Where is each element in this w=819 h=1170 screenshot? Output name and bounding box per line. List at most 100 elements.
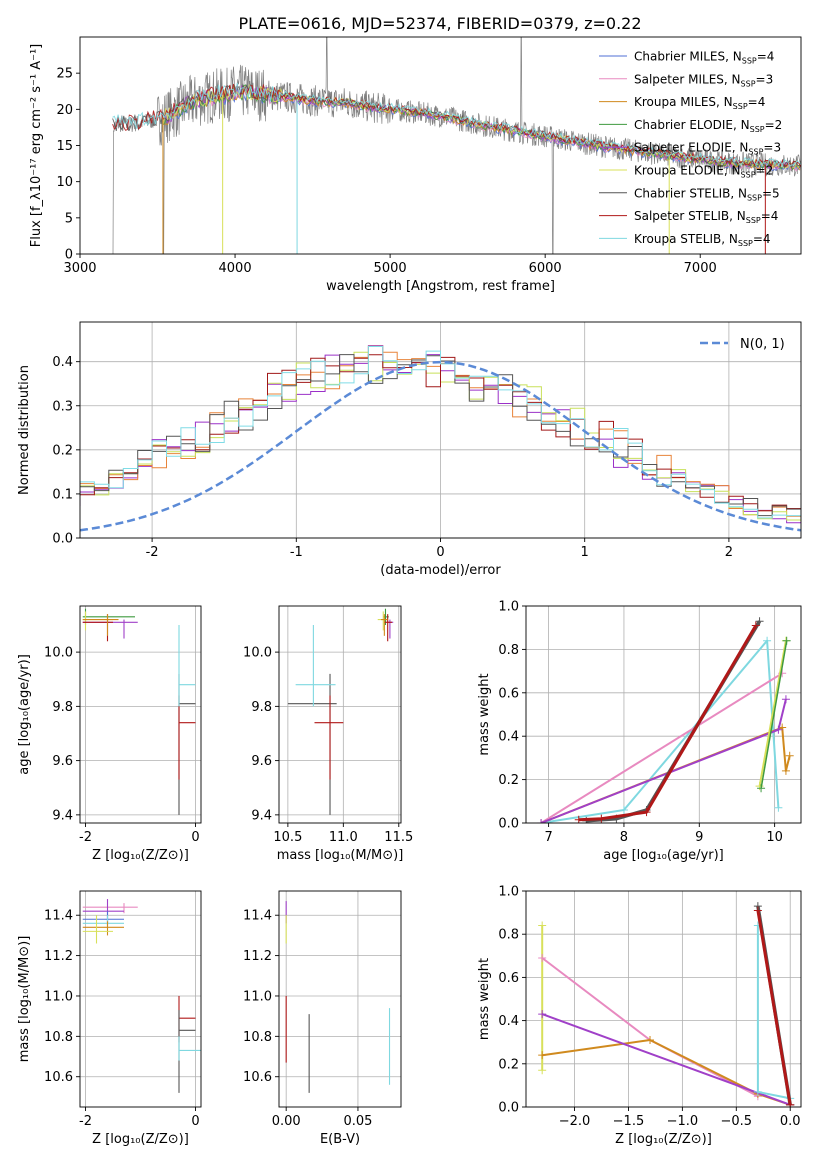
y-tick-label: 0.4 [498, 1014, 519, 1029]
x-tick-label: 8 [620, 830, 628, 845]
residual-histogram-step [80, 354, 801, 519]
mass-weight-marker [774, 725, 783, 734]
x-tick-label: -2 [79, 830, 92, 845]
y-tick-label: 10.0 [243, 646, 272, 661]
y-tick-label: 1.0 [498, 600, 519, 615]
mass-weight-line [578, 624, 758, 822]
x-tick-label: -1 [290, 545, 303, 560]
y-tick-label: 0.3 [52, 399, 73, 414]
y-tick-label: 0.6 [498, 686, 519, 701]
x-axis-label: wavelength [Angstrom, rest frame] [326, 279, 555, 294]
y-tick-label: 25 [56, 67, 73, 82]
mass-weight-marker [537, 819, 546, 823]
axes-frame [278, 890, 402, 1108]
axes-frame [525, 890, 802, 1108]
x-tick-label: 7000 [684, 261, 717, 276]
x-tick-label: 11.0 [329, 830, 358, 845]
y-tick-label: 11.0 [44, 989, 73, 1004]
legend-entry: Kroupa ELODIE, NSSP=2 [634, 164, 773, 180]
x-tick-label: -2 [146, 545, 159, 560]
y-tick-label: 11.4 [44, 909, 73, 924]
mass-vs-metallicity-panel: -2 0 10.6 10.8 11.0 11.2 11.4 Z [log₁₀(Z/Z⊙)] ma… [17, 890, 202, 1147]
y-tick-label: 11.4 [243, 909, 272, 924]
mass-weight-marker [785, 751, 794, 760]
spectrum-panel: 3000 4000 5000 6000 7000 0 5 10 15 20 25 wavelength… [29, 36, 802, 294]
y-axis-label: Flux [f_λ10⁻¹⁷ erg cm⁻² s⁻¹ A⁻¹] [29, 44, 44, 248]
x-axis-label: age [log₁₀(age/yr)] [603, 848, 724, 863]
x-tick-label: 4000 [219, 261, 252, 276]
mass-weight-marker [646, 1036, 655, 1045]
mass-weight-marker [774, 803, 783, 812]
y-tick-label: 10 [56, 175, 73, 190]
y-tick-label: 0.2 [498, 773, 519, 788]
model-spectrum-line [163, 85, 801, 172]
figure-title: PLATE=0616, MJD=52374, FIBERID=0379, z=0… [238, 14, 641, 33]
x-tick-label: 10.5 [273, 830, 302, 845]
model-spectrum-line [112, 82, 801, 168]
residual-histogram-step [80, 345, 801, 523]
weight-vs-metallicity-panel: −2.0 −1.5 −1.0 −0.5 0.0 0.0 0.2 0.4 0.6 0.8 1.0 Z [… [477, 885, 802, 1147]
x-tick-label: 0 [191, 1114, 199, 1129]
mass-weight-line [540, 639, 780, 823]
plot-area [537, 617, 794, 823]
mass-vs-ebv-panel: 0.00 0.05 10.6 10.8 11.0 11.2 11.4 E(B-V) [243, 890, 402, 1147]
mass-weight-marker [619, 805, 628, 814]
mass-weight-marker [538, 921, 547, 930]
plot-area [287, 608, 394, 815]
mass-weight-marker [755, 617, 764, 626]
x-tick-label: 2 [725, 545, 733, 560]
x-tick-label: 0.00 [272, 1114, 301, 1129]
axes: 0.00 0.05 10.6 10.8 11.0 11.2 11.4 E(B-V) [243, 890, 402, 1147]
y-axis-label: mass weight [477, 673, 492, 755]
y-tick-label: 9.6 [251, 754, 272, 769]
y-tick-label: 10.0 [44, 646, 73, 661]
y-tick-label: 15 [56, 139, 73, 154]
mass-weight-marker [786, 1100, 795, 1107]
plot-area [80, 345, 801, 532]
mass-weight-marker [538, 1010, 547, 1019]
plot-area [82, 608, 196, 815]
plot-area [538, 902, 795, 1107]
y-tick-label: 0.0 [498, 817, 519, 832]
y-tick-label: 11.2 [243, 949, 272, 964]
x-tick-label: −2.0 [559, 1114, 591, 1129]
legend-entry: Chabrier STELIB, NSSP=5 [634, 186, 780, 202]
x-tick-label: −1.5 [613, 1114, 645, 1129]
y-tick-label: 1.0 [498, 885, 519, 900]
y-axis-label: mass [log₁₀(M/M⊙)] [17, 936, 32, 1063]
y-tick-label: 0.4 [498, 730, 519, 745]
plot-area [285, 901, 391, 1093]
x-tick-label: 0.0 [780, 1114, 801, 1129]
y-tick-label: 0.4 [52, 355, 73, 370]
y-tick-label: 20 [56, 103, 73, 118]
axes-frame [278, 605, 402, 824]
age-vs-metallicity-panel: -2 0 9.4 9.6 9.8 10.0 Z [log₁₀(Z/Z⊙)] age [log₁… [17, 605, 202, 863]
mass-weight-marker [597, 814, 606, 823]
y-axis-label: mass weight [477, 958, 492, 1040]
x-tick-label: 11.5 [384, 830, 413, 845]
y-tick-label: 9.6 [52, 754, 73, 769]
x-tick-label: 0 [436, 545, 444, 560]
mass-weight-line [758, 640, 787, 787]
legend-entry: Kroupa MILES, NSSP=4 [634, 95, 765, 111]
x-tick-label: 5000 [374, 261, 407, 276]
normal-distribution-curve [80, 360, 801, 532]
mass-weight-marker [753, 906, 762, 915]
x-tick-label: 3000 [63, 261, 96, 276]
x-tick-label: 0 [191, 830, 199, 845]
x-axis-label: Z [log₁₀(Z/Z⊙)] [92, 1132, 189, 1147]
y-tick-label: 10.8 [243, 1030, 272, 1045]
x-tick-label: -2 [79, 1114, 92, 1129]
legend-entry: N(0, 1) [740, 337, 785, 352]
mass-weight-line [756, 910, 792, 1106]
x-tick-label: 9 [695, 830, 703, 845]
y-tick-label: 0 [65, 248, 73, 263]
y-tick-label: 5 [65, 211, 73, 226]
y-tick-label: 0.2 [498, 1057, 519, 1072]
axes: −2.0 −1.5 −1.0 −0.5 0.0 0.0 0.2 0.4 0.6 0.8 1.0 Z [… [477, 885, 802, 1147]
y-tick-label: 0.2 [52, 443, 73, 458]
mass-weight-marker [538, 953, 547, 962]
mass-weight-marker [781, 695, 790, 704]
legend-entry: Salpeter ELODIE, NSSP=3 [634, 141, 781, 157]
